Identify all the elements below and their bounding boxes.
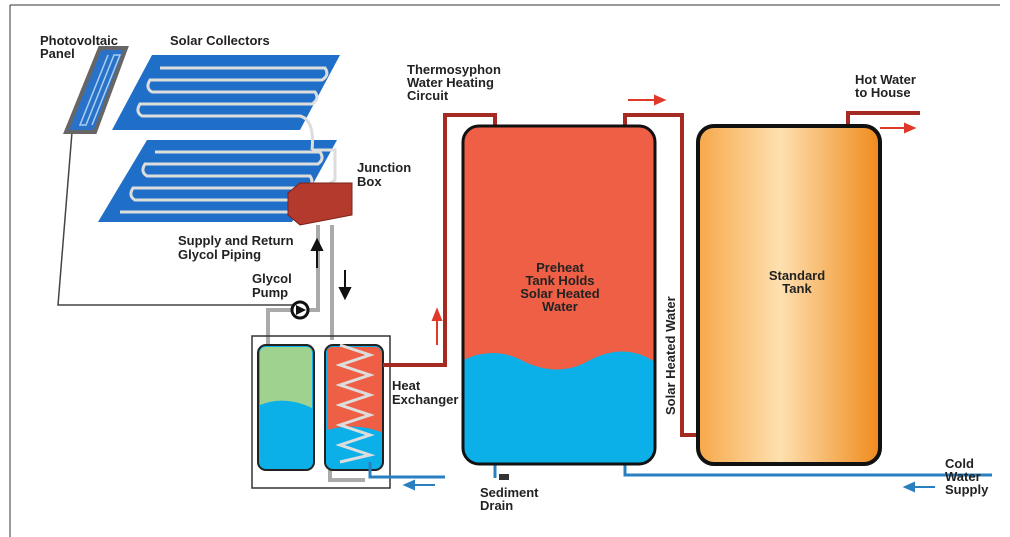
label-line: Drain (480, 498, 513, 513)
label-line: Pump (252, 285, 288, 300)
label-line: to House (855, 85, 911, 100)
label-line: Solar Collectors (170, 33, 270, 48)
label-line: Panel (40, 46, 75, 61)
label-line: Water Heating (407, 75, 494, 90)
solar-pipe (623, 113, 698, 437)
label-line: Standard (769, 268, 825, 283)
hot-pipe (846, 111, 920, 128)
glycol-fill (260, 347, 312, 408)
preheat-label: Preheat Tank Holds Solar Heated Water (520, 260, 600, 314)
label-line: Circuit (407, 88, 449, 103)
solar-heated-water-label: Solar Heated Water (663, 296, 678, 415)
label-line: Thermosyphon (407, 62, 501, 77)
preheat-outline (461, 124, 657, 466)
frame (9, 4, 1000, 537)
label-line: Tank Holds (525, 273, 594, 288)
label-line: Hot Water (855, 72, 916, 87)
pv-wire (57, 131, 300, 306)
label-line: Glycol Piping (178, 247, 261, 262)
pump-arrow (296, 305, 306, 315)
exchanger-box (251, 335, 391, 489)
standard-tank-label: Standard Tank (769, 268, 825, 296)
cold-arrows (402, 479, 935, 493)
heat-exchanger-label: Heat Exchanger (392, 378, 458, 407)
cold-pipes (368, 462, 992, 479)
flow-arrows (310, 237, 352, 301)
label-line: Preheat (536, 260, 584, 275)
label-line: Sediment (480, 485, 539, 500)
photovoltaic-panel-label: Photovoltaic Panel (40, 33, 118, 61)
label-line: Cold (945, 456, 974, 471)
thermosyphon-pipe (383, 113, 497, 367)
junction-box (287, 182, 353, 226)
solar-collectors-label: Solar Collectors (170, 33, 270, 48)
label-line: Water (542, 299, 578, 314)
pv-panel (63, 46, 129, 134)
glycol-pump-label: Glycol Pump (252, 271, 292, 300)
label-line: Box (357, 174, 382, 189)
cold-water-label: Cold Water Supply (945, 456, 989, 497)
standard-tank (696, 124, 882, 466)
hot-arrows (431, 94, 917, 345)
label-line: Exchanger (392, 392, 458, 407)
label-line: Photovoltaic (40, 33, 118, 48)
label-line: Water (945, 469, 981, 484)
junction-box-label: Junction Box (357, 160, 411, 189)
label-line: Junction (357, 160, 411, 175)
pv-cells (78, 54, 122, 126)
label-line: Tank (782, 281, 812, 296)
drain-valve (499, 474, 509, 480)
label-line: Supply and Return (178, 233, 294, 248)
glycol-piping-label: Supply and Return Glycol Piping (178, 233, 294, 262)
label-line: Supply (945, 482, 989, 497)
preheat-hot (463, 126, 655, 370)
label-line: Solar Heated (520, 286, 600, 301)
hot-water-label: Hot Water to House (855, 72, 916, 100)
label-line: Solar Heated Water (663, 296, 678, 415)
sediment-drain-label: Sediment Drain (480, 485, 539, 513)
label-line: Glycol (252, 271, 292, 286)
coil (335, 343, 376, 464)
labels: Photovoltaic Panel Solar Collectors Therm… (40, 33, 989, 513)
thermosyphon-label: Thermosyphon Water Heating Circuit (407, 62, 501, 103)
label-line: Heat (392, 378, 421, 393)
